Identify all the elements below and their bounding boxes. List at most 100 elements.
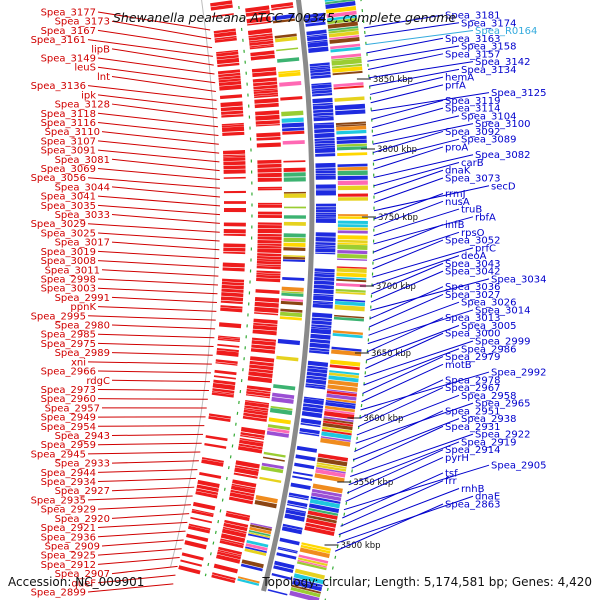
gene-segment <box>325 400 356 406</box>
gene-segment <box>330 43 361 50</box>
right-label-connectors <box>334 14 490 552</box>
gene-segment <box>282 276 305 281</box>
left-label-connector <box>87 451 201 455</box>
gene-segment <box>328 375 359 383</box>
gene-segment <box>315 252 336 255</box>
gene-segment <box>249 40 274 46</box>
gene-segment <box>217 62 240 68</box>
gene-segment <box>188 523 211 531</box>
right-gene-label: Spea_2978 <box>445 375 500 386</box>
gene-segment <box>307 41 328 48</box>
gene-segment <box>267 427 290 434</box>
gene-segment <box>256 270 281 274</box>
right-label-connector <box>373 208 460 237</box>
gene-segment <box>226 510 251 518</box>
gene-segment <box>314 473 345 483</box>
right-label-connector <box>365 332 444 369</box>
gene-segment <box>301 542 332 551</box>
gene-segment <box>218 322 242 329</box>
gene-segment <box>305 383 326 388</box>
left-label-connector <box>87 495 193 501</box>
gene-segment <box>254 98 279 104</box>
right-gene-label: Spea_3174 <box>461 18 516 29</box>
gene-segment <box>277 338 301 346</box>
right-gene-label: Spea_R0164 <box>475 26 537 37</box>
right-label-connector <box>355 402 474 444</box>
gene-segment <box>312 312 333 319</box>
gene-segment <box>292 580 323 592</box>
right-gene-label: Spea_3125 <box>491 88 546 99</box>
gene-segment <box>204 442 227 449</box>
kbp-label: 3850 kbp <box>373 75 413 85</box>
gene-segment <box>276 47 299 52</box>
gene-segment <box>218 78 241 83</box>
left-gene-label: Spea_2909 <box>45 541 100 552</box>
gene-segment <box>255 120 280 125</box>
gene-segment <box>305 21 326 27</box>
left-label-connector <box>97 57 215 75</box>
gene-segment <box>256 258 282 262</box>
gene-segment <box>282 127 305 132</box>
gene-segment <box>214 35 237 40</box>
gene-segment <box>329 36 360 44</box>
gene-segment <box>254 306 279 314</box>
right-gene-label: Spea_2914 <box>445 445 500 456</box>
gene-segment <box>283 167 306 173</box>
right-gene-label: Spea_3036 <box>445 282 500 293</box>
gene-segment <box>216 350 239 357</box>
left-gene-label: Spea_2899 <box>31 588 86 599</box>
gene-segment <box>249 356 275 363</box>
gene-segment <box>223 150 246 155</box>
gene-segment <box>300 544 331 554</box>
gene-segment <box>253 318 278 325</box>
gene-segment <box>332 66 363 73</box>
gene-segment <box>311 87 332 92</box>
gene-segment <box>253 322 278 327</box>
gene-segment <box>244 405 269 411</box>
gene-segment <box>292 471 313 477</box>
gene-segment <box>282 140 305 145</box>
gene-segment <box>256 265 281 270</box>
gene-segment <box>306 517 337 528</box>
gene-segment <box>311 317 332 322</box>
gene-segment <box>250 348 276 354</box>
gene-segment <box>334 96 365 102</box>
right-gene-label: Spea_3158 <box>461 42 516 53</box>
gene-segment <box>245 10 270 17</box>
gene-segment <box>279 537 300 546</box>
gene-segment <box>210 0 233 7</box>
gene-segment <box>281 526 303 535</box>
right-gene-label: prfC <box>475 243 496 254</box>
left-gene-label: ppnK <box>70 302 96 313</box>
gene-segment <box>293 577 323 587</box>
gene-segment <box>212 383 236 391</box>
gene-segment <box>254 301 279 308</box>
right-label-connector <box>373 138 460 162</box>
gene-segment <box>257 248 282 254</box>
gene-segment <box>314 280 335 285</box>
gene-segment <box>312 302 333 305</box>
left-label-connector <box>97 94 218 110</box>
gene-segment <box>191 510 214 518</box>
gene-segment <box>201 457 224 463</box>
gene-segment <box>280 311 303 318</box>
left-label-connector <box>97 232 220 242</box>
gene-segment <box>283 221 306 226</box>
gene-segment <box>257 172 282 178</box>
right-gene-label: rrmJ <box>445 189 466 200</box>
left-label-connector <box>97 204 221 216</box>
gene-segment <box>223 251 246 255</box>
gene-segment <box>281 291 304 294</box>
gene-segment <box>267 424 291 431</box>
right-label-connector <box>373 161 460 187</box>
right-label-connector <box>372 231 460 262</box>
gene-segment <box>315 246 336 249</box>
gene-segment <box>331 63 363 69</box>
gene-segment <box>220 538 245 546</box>
gene-segment <box>314 272 335 275</box>
right-label-connector <box>367 45 460 62</box>
gene-segment <box>303 403 324 409</box>
gene-segment <box>313 122 334 125</box>
right-label-connector <box>359 379 444 419</box>
gene-segment <box>253 88 278 92</box>
